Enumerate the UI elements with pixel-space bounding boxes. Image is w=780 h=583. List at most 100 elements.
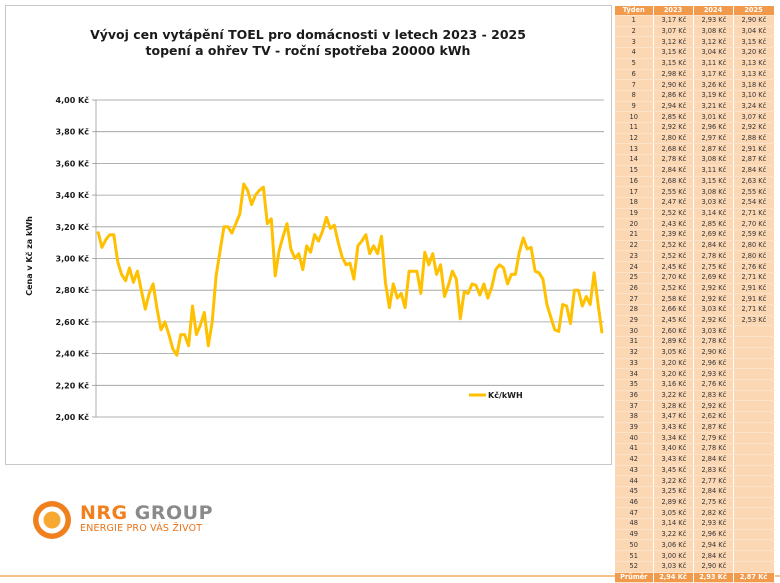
data-point bbox=[251, 204, 253, 206]
price-cell: 2,68 Kč bbox=[653, 176, 694, 188]
week-number: 44 bbox=[615, 475, 654, 487]
data-point bbox=[337, 242, 339, 244]
week-number: 13 bbox=[615, 143, 654, 156]
price-cell: 2,92 Kč bbox=[693, 293, 734, 305]
price-cell: 2,93 Kč bbox=[693, 15, 734, 27]
data-point bbox=[443, 295, 446, 298]
price-cell: 2,84 Kč bbox=[693, 454, 734, 466]
week-number: 8 bbox=[615, 90, 654, 102]
week-number: 45 bbox=[615, 486, 654, 498]
week-number: 48 bbox=[615, 518, 654, 530]
average-value: 2,87 Kč bbox=[733, 572, 775, 583]
price-cell: 2,96 Kč bbox=[693, 122, 734, 134]
table-row: 19 2,52 Kč 3,14 Kč 2,71 Kč bbox=[615, 208, 775, 220]
price-cell: 3,12 Kč bbox=[653, 36, 694, 49]
logo-name-nrg: NRG bbox=[80, 502, 128, 524]
week-number: 20 bbox=[615, 218, 654, 231]
data-point bbox=[101, 246, 103, 248]
price-cell: 3,12 Kč bbox=[693, 36, 734, 49]
price-cell: 3,17 Kč bbox=[693, 69, 734, 81]
price-cell: 3,05 Kč bbox=[653, 507, 694, 520]
data-point bbox=[361, 240, 363, 242]
price-cell: 2,92 Kč bbox=[693, 400, 734, 413]
price-cell: 2,52 Kč bbox=[653, 283, 694, 295]
price-cell: 2,91 Kč bbox=[733, 143, 775, 156]
price-cell: 2,85 Kč bbox=[653, 111, 694, 124]
price-cell: 2,84 Kč bbox=[693, 240, 734, 252]
data-point bbox=[243, 183, 245, 185]
data-point bbox=[109, 234, 111, 236]
data-point bbox=[495, 269, 497, 271]
week-number: 46 bbox=[615, 497, 654, 509]
logo-name-group: GROUP bbox=[134, 502, 213, 524]
y-tick-label: 3,40 Kč bbox=[56, 190, 90, 200]
table-row: 47 3,05 Kč 2,82 Kč bbox=[615, 507, 775, 520]
data-point bbox=[412, 270, 414, 272]
price-cell bbox=[733, 390, 775, 402]
price-cell: 3,25 Kč bbox=[653, 486, 694, 498]
table-row: 34 3,20 Kč 2,93 Kč bbox=[615, 368, 775, 380]
data-point bbox=[274, 275, 276, 277]
table-row: 50 3,06 Kč 2,94 Kč bbox=[615, 539, 775, 552]
price-cell: 3,07 Kč bbox=[653, 26, 694, 38]
price-cell: 3,04 Kč bbox=[693, 47, 734, 59]
price-cell bbox=[733, 465, 775, 477]
data-point bbox=[365, 234, 367, 236]
week-number: 14 bbox=[615, 154, 654, 166]
data-point bbox=[475, 284, 477, 286]
price-cell bbox=[733, 561, 775, 573]
price-cell bbox=[733, 411, 775, 423]
data-point bbox=[432, 253, 434, 255]
data-point bbox=[113, 234, 115, 236]
week-number: 42 bbox=[615, 454, 654, 466]
price-cell: 3,43 Kč bbox=[653, 454, 694, 466]
price-cell: 3,11 Kč bbox=[693, 58, 734, 70]
price-cell: 2,45 Kč bbox=[653, 315, 694, 327]
table-row: 15 2,84 Kč 3,11 Kč 2,84 Kč bbox=[615, 165, 775, 177]
data-point bbox=[203, 311, 205, 313]
price-cell: 2,87 Kč bbox=[693, 422, 734, 434]
price-cell: 2,39 Kč bbox=[653, 229, 694, 241]
price-cell: 3,28 Kč bbox=[653, 400, 694, 413]
table-row: 12 2,80 Kč 2,97 Kč 2,88 Kč bbox=[615, 133, 775, 145]
table-row: 38 3,47 Kč 2,62 Kč bbox=[615, 411, 775, 423]
table-row: 44 3,22 Kč 2,77 Kč bbox=[615, 475, 775, 487]
average-value: 2,94 Kč bbox=[653, 572, 694, 583]
data-point bbox=[317, 240, 320, 242]
price-cell: 2,86 Kč bbox=[653, 90, 694, 102]
price-cell: 3,07 Kč bbox=[733, 111, 775, 124]
price-cell: 3,14 Kč bbox=[653, 518, 694, 530]
data-point bbox=[321, 231, 323, 233]
y-tick-label: 3,20 Kč bbox=[56, 222, 90, 232]
data-point bbox=[546, 303, 548, 306]
grid bbox=[92, 99, 604, 418]
price-cell: 3,34 Kč bbox=[653, 432, 694, 445]
price-cell: 2,53 Kč bbox=[733, 315, 775, 327]
price-cell: 2,78 Kč bbox=[693, 443, 734, 455]
price-cell: 2,43 Kč bbox=[653, 218, 694, 231]
y-tick-label: 3,00 Kč bbox=[56, 254, 90, 264]
week-number: 29 bbox=[615, 315, 654, 327]
data-point bbox=[514, 273, 516, 275]
price-cell: 2,91 Kč bbox=[733, 283, 775, 295]
week-number: 7 bbox=[615, 79, 654, 91]
data-point bbox=[483, 283, 485, 285]
table-row: 46 2,89 Kč 2,75 Kč bbox=[615, 497, 775, 509]
price-cell: 2,93 Kč bbox=[693, 518, 734, 530]
week-number: 25 bbox=[615, 272, 654, 284]
data-point bbox=[239, 213, 241, 215]
table-row: 52 3,03 Kč 2,90 Kč bbox=[615, 561, 775, 573]
data-point bbox=[199, 324, 201, 326]
price-cell: 3,43 Kč bbox=[653, 422, 694, 434]
price-cell: 3,03 Kč bbox=[693, 325, 734, 338]
chart-panel: Vývoj cen vytápění TOEL pro domácnosti v… bbox=[5, 5, 612, 465]
average-label: Průměr bbox=[615, 572, 654, 583]
week-number: 16 bbox=[615, 176, 654, 188]
price-cell: 2,88 Kč bbox=[733, 133, 775, 145]
table-row: 41 3,40 Kč 2,78 Kč bbox=[615, 443, 775, 455]
price-cell: 3,15 Kč bbox=[693, 176, 734, 188]
price-cell: 2,45 Kč bbox=[653, 261, 694, 273]
price-cell: 2,70 Kč bbox=[653, 272, 694, 284]
price-cell: 3,03 Kč bbox=[693, 197, 734, 209]
price-cell: 2,76 Kč bbox=[733, 261, 775, 273]
